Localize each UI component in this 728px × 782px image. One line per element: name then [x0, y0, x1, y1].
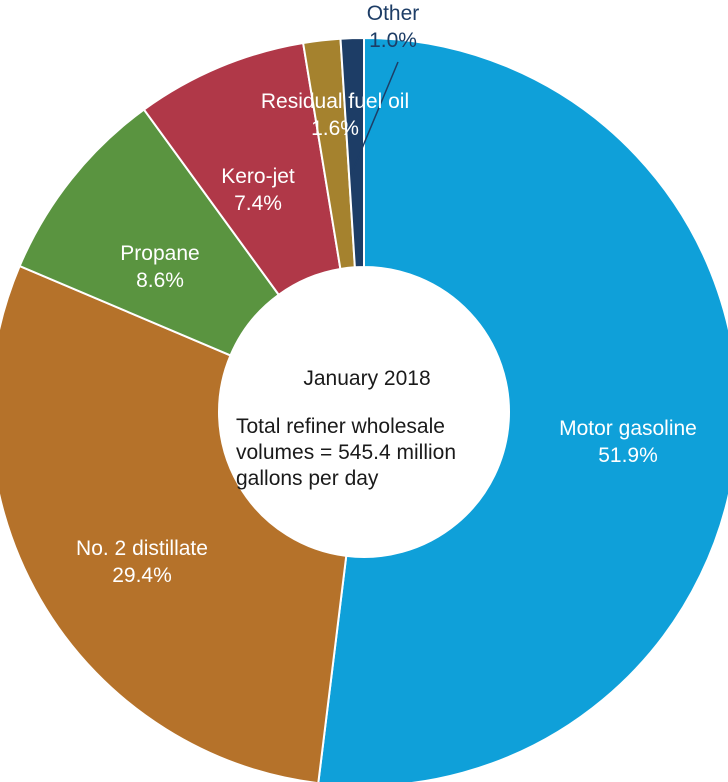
slice-label-kero-jet: Kero-jet — [221, 165, 295, 188]
slice-label-other: Other — [367, 2, 420, 25]
slice-label-propane: Propane — [120, 242, 199, 265]
center-title: January 2018 — [303, 367, 431, 390]
slice-label-motor-gasoline: Motor gasoline — [559, 417, 697, 440]
slice-label-residual-fuel-oil: Residual fuel oil — [261, 90, 409, 113]
slice-no-2-distillate — [0, 264, 348, 782]
slice-other — [339, 36, 365, 269]
slice-value-motor-gasoline: 51.9% — [598, 444, 658, 467]
slice-value-propane: 8.6% — [136, 269, 184, 292]
slice-value-residual-fuel-oil: 1.6% — [311, 117, 359, 140]
slice-value-kero-jet: 7.4% — [234, 192, 282, 215]
center-subtitle: Total refiner wholesale volumes = 545.4 … — [236, 415, 457, 490]
slice-value-other: 1.0% — [369, 29, 417, 52]
slice-propane — [18, 108, 281, 357]
leader-line-other — [352, 61, 399, 171]
slice-label-no-2-distillate: No. 2 distillate — [76, 537, 208, 560]
slice-motor-gasoline — [317, 36, 728, 782]
slice-value-no-2-distillate: 29.4% — [112, 564, 172, 587]
